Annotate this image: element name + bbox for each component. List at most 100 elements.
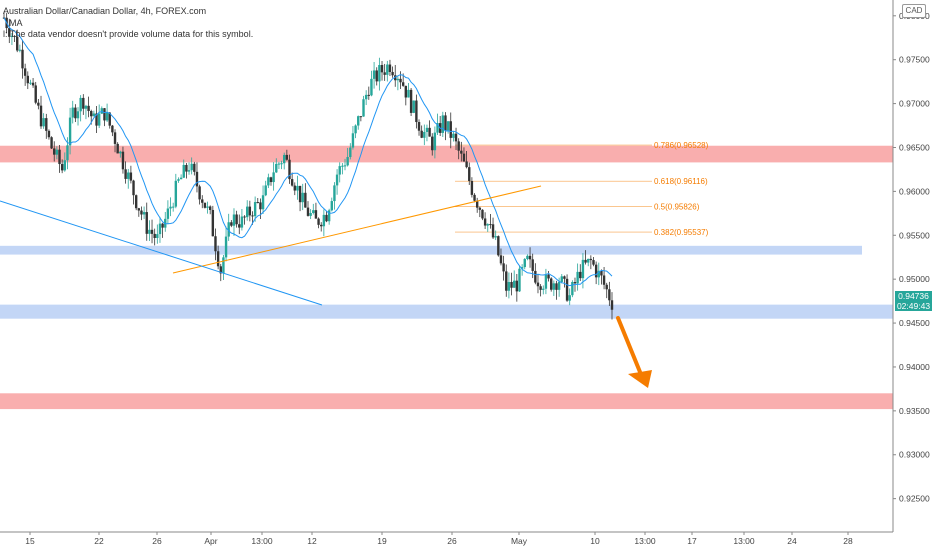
candle[interactable] — [589, 255, 593, 270]
candle[interactable] — [584, 250, 587, 265]
moving-average-line[interactable] — [3, 17, 613, 287]
candle[interactable] — [84, 104, 88, 120]
candle[interactable] — [113, 129, 117, 153]
candle[interactable] — [452, 131, 455, 142]
candle[interactable] — [18, 44, 22, 53]
candle[interactable] — [523, 257, 526, 270]
candle[interactable] — [478, 206, 482, 218]
candle[interactable] — [515, 273, 519, 302]
candle[interactable] — [446, 121, 450, 134]
candle[interactable] — [370, 70, 373, 97]
candle[interactable] — [338, 162, 341, 183]
resistance-zone[interactable] — [0, 393, 893, 410]
candle[interactable] — [555, 280, 558, 300]
candle[interactable] — [399, 71, 402, 89]
candle[interactable] — [230, 220, 233, 228]
currency-badge[interactable]: CAD — [902, 4, 926, 18]
candle[interactable] — [542, 285, 545, 295]
candle[interactable] — [333, 182, 336, 210]
candle[interactable] — [140, 206, 143, 221]
candle[interactable] — [322, 209, 326, 237]
resistance-zone[interactable] — [0, 145, 893, 163]
candle[interactable] — [518, 265, 521, 292]
candle[interactable] — [362, 95, 365, 117]
candle[interactable] — [137, 207, 141, 217]
candle[interactable] — [206, 201, 209, 214]
candle[interactable] — [526, 254, 529, 261]
candle[interactable] — [407, 82, 410, 98]
candle[interactable] — [283, 152, 286, 170]
candle[interactable] — [145, 202, 148, 241]
candle[interactable] — [309, 209, 312, 220]
candle[interactable] — [499, 248, 503, 266]
candle[interactable] — [37, 98, 40, 110]
candle[interactable] — [190, 157, 193, 175]
candle[interactable] — [21, 39, 24, 79]
candle[interactable] — [103, 107, 106, 127]
candle[interactable] — [576, 263, 579, 291]
candle[interactable] — [79, 95, 82, 122]
candle[interactable] — [53, 141, 56, 162]
candle[interactable] — [433, 126, 437, 159]
candle[interactable] — [470, 177, 474, 198]
candle[interactable] — [404, 85, 408, 106]
candle[interactable] — [16, 29, 19, 53]
candle[interactable] — [232, 208, 236, 236]
candle[interactable] — [423, 124, 426, 146]
candle[interactable] — [129, 165, 133, 184]
candle[interactable] — [327, 208, 331, 225]
candle[interactable] — [142, 206, 146, 219]
candle[interactable] — [544, 268, 548, 295]
candle[interactable] — [71, 100, 74, 124]
candle[interactable] — [267, 173, 270, 189]
candle[interactable] — [431, 133, 434, 156]
candle[interactable] — [264, 180, 267, 197]
candle[interactable] — [550, 277, 553, 292]
candle[interactable] — [335, 169, 339, 195]
candle[interactable] — [354, 124, 357, 139]
candle[interactable] — [55, 146, 59, 160]
candle[interactable] — [13, 35, 16, 43]
candle[interactable] — [341, 163, 344, 175]
candle[interactable] — [235, 210, 238, 228]
candle[interactable] — [449, 112, 452, 149]
candle[interactable] — [481, 209, 484, 221]
candle[interactable] — [462, 147, 466, 162]
candle[interactable] — [357, 115, 360, 130]
candle[interactable] — [269, 176, 273, 186]
candle[interactable] — [222, 254, 225, 280]
candle[interactable] — [581, 253, 585, 289]
candle[interactable] — [47, 129, 51, 140]
candle[interactable] — [26, 71, 29, 90]
candle[interactable] — [272, 162, 275, 191]
candle[interactable] — [325, 211, 328, 223]
candle[interactable] — [396, 76, 400, 91]
candle[interactable] — [383, 63, 386, 81]
candle[interactable] — [610, 292, 614, 320]
candle[interactable] — [346, 147, 349, 167]
candle[interactable] — [187, 162, 191, 175]
candle[interactable] — [76, 107, 80, 126]
candle[interactable] — [68, 107, 72, 155]
candle[interactable] — [420, 125, 423, 139]
candle[interactable] — [497, 235, 500, 257]
candle[interactable] — [388, 59, 392, 76]
candle[interactable] — [301, 183, 304, 211]
candle[interactable] — [121, 146, 125, 174]
candle[interactable] — [571, 280, 574, 298]
candle[interactable] — [563, 275, 566, 288]
candle[interactable] — [132, 179, 135, 205]
candle[interactable] — [568, 288, 571, 306]
candle[interactable] — [608, 281, 611, 306]
candle[interactable] — [502, 255, 505, 281]
candle[interactable] — [42, 113, 45, 129]
support-zone[interactable] — [0, 304, 893, 319]
blue-trendline[interactable] — [0, 200, 323, 306]
candle[interactable] — [317, 217, 320, 229]
candle[interactable] — [380, 60, 384, 81]
candle[interactable] — [45, 113, 48, 139]
candle[interactable] — [224, 226, 228, 262]
candle[interactable] — [164, 211, 167, 232]
candle[interactable] — [386, 60, 389, 82]
candle[interactable] — [82, 94, 85, 115]
